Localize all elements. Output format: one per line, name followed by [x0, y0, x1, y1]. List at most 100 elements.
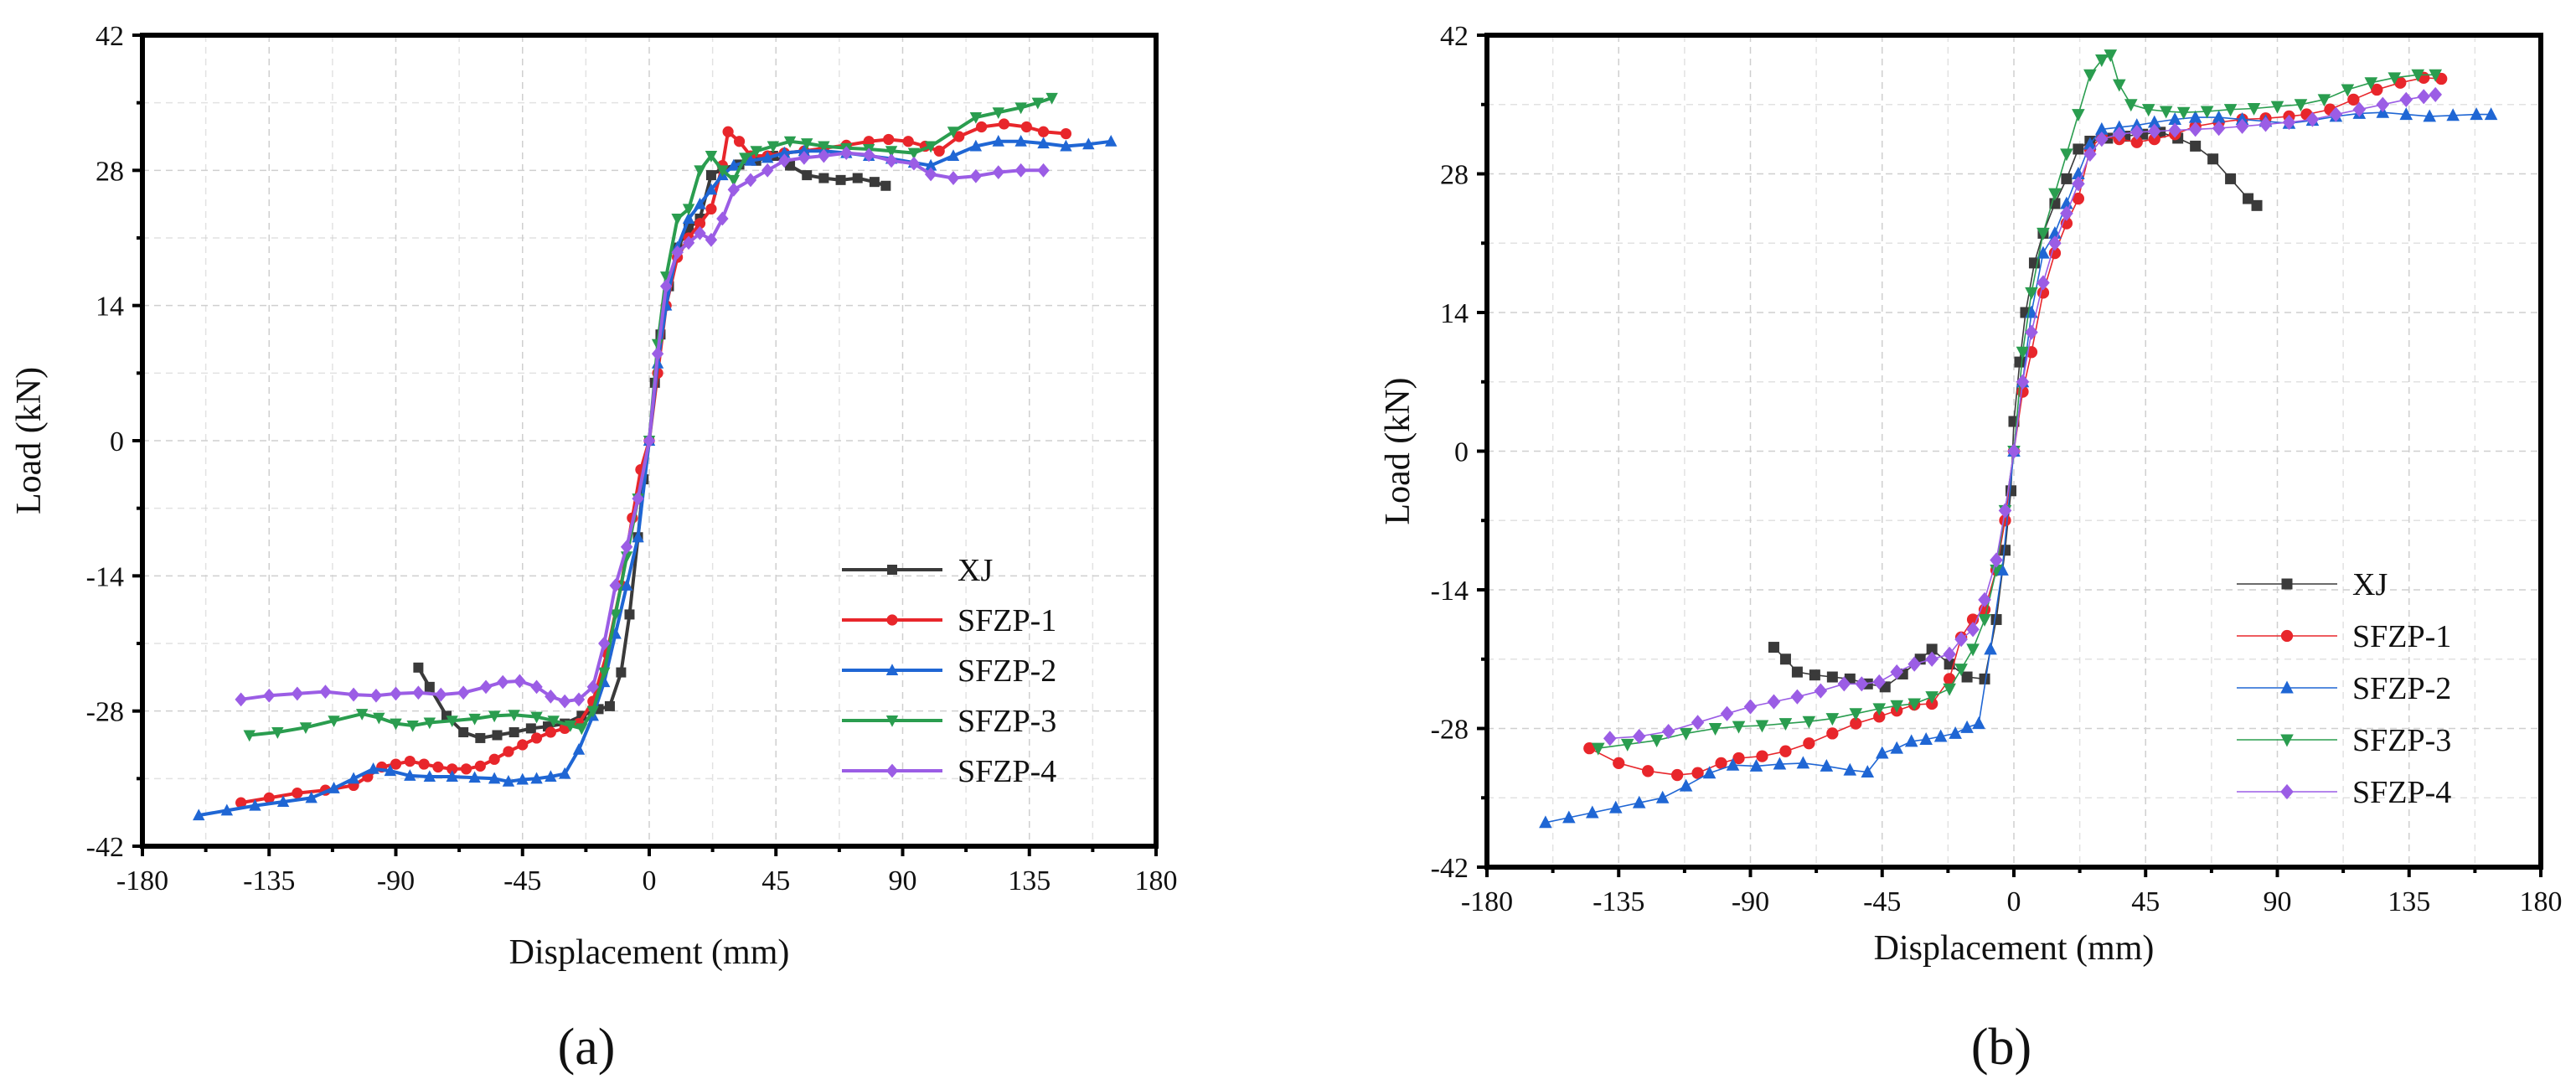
y-tick-label: 42 — [96, 21, 124, 52]
data-point — [530, 732, 543, 744]
data-point — [1755, 720, 1769, 733]
data-point — [1919, 732, 1933, 746]
data-point — [1691, 715, 1705, 731]
data-point — [1843, 762, 1857, 776]
data-point — [435, 687, 447, 702]
legend-item: SFZP-4 — [842, 754, 1056, 789]
data-point — [479, 679, 493, 695]
data-point — [1999, 514, 2011, 527]
data-point — [1020, 121, 1032, 133]
data-point — [1060, 127, 1072, 140]
data-point — [976, 121, 988, 133]
data-point — [576, 723, 588, 736]
data-point — [468, 713, 481, 726]
data-point — [468, 771, 481, 783]
y-tick-label: -28 — [86, 697, 124, 728]
data-point — [1954, 632, 1968, 648]
data-point — [2429, 69, 2442, 82]
y-tick-label: 0 — [1454, 437, 1469, 468]
data-point — [545, 726, 556, 738]
data-point — [1826, 671, 1838, 683]
data-point — [1972, 716, 1985, 730]
data-point — [390, 718, 402, 731]
data-point — [2083, 137, 2097, 150]
data-point — [694, 197, 706, 209]
data-point — [1861, 765, 1875, 778]
series-line — [1609, 94, 2436, 740]
data-point — [885, 146, 898, 158]
x-tick-label: 45 — [2131, 886, 2160, 917]
x-tick-label: 0 — [2007, 886, 2021, 917]
data-point — [1925, 651, 1938, 667]
data-point — [446, 715, 458, 727]
y-tick-label: -14 — [1431, 576, 1469, 607]
data-point — [924, 167, 937, 182]
series-sfzp-1 — [235, 118, 1072, 808]
data-point — [347, 772, 360, 784]
data-point — [1539, 815, 1552, 829]
data-point — [643, 433, 656, 448]
data-point — [1715, 757, 1727, 770]
data-point — [2235, 118, 2249, 134]
data-point — [516, 772, 529, 785]
data-point — [2025, 324, 2038, 340]
x-axis-title: Displacement (mm) — [509, 933, 790, 972]
data-point — [1825, 713, 1840, 726]
data-point — [328, 715, 340, 727]
data-point — [2212, 110, 2226, 123]
data-point — [2113, 127, 2126, 142]
data-point — [1826, 727, 1839, 740]
x-tick-label: -90 — [377, 865, 415, 896]
data-point — [2190, 140, 2202, 152]
data-point — [193, 808, 205, 821]
data-point — [291, 686, 304, 701]
data-point — [2159, 106, 2173, 119]
data-point — [2113, 120, 2126, 133]
series-line — [240, 151, 1044, 704]
data-point — [347, 687, 360, 702]
data-point — [263, 792, 275, 803]
data-point — [1773, 757, 1787, 770]
legend-swatch-marker — [2281, 578, 2293, 590]
y-tick-label: 42 — [1440, 21, 1469, 52]
series-line — [1545, 111, 2491, 824]
data-point — [545, 689, 557, 704]
data-point — [902, 136, 914, 147]
data-point — [1082, 137, 1095, 150]
data-point — [1949, 726, 1962, 739]
data-point — [1925, 691, 1938, 705]
data-point — [1642, 765, 1655, 777]
data-point — [1014, 102, 1027, 115]
data-point — [2429, 86, 2442, 103]
data-point — [1743, 699, 1758, 715]
x-tick-label: -180 — [1461, 886, 1513, 917]
legend-item: XJ — [842, 553, 993, 588]
data-point — [716, 211, 729, 226]
data-point — [1613, 757, 1625, 770]
data-point — [761, 163, 774, 178]
y-tick-label: -28 — [1431, 715, 1469, 746]
data-point — [1875, 746, 1889, 759]
data-point — [705, 151, 718, 163]
data-point — [651, 346, 664, 361]
data-point — [2141, 104, 2155, 117]
data-point — [767, 141, 780, 153]
x-tick-label: 90 — [889, 865, 917, 896]
data-point — [798, 144, 811, 157]
data-point — [739, 152, 751, 165]
data-point — [384, 764, 396, 777]
data-point — [2037, 275, 2050, 291]
data-point — [1779, 745, 1792, 757]
data-point — [716, 165, 729, 178]
data-point — [2207, 153, 2219, 165]
data-point — [508, 727, 519, 738]
data-point — [1037, 137, 1050, 149]
legend-item: XJ — [2237, 567, 2388, 602]
data-point — [530, 711, 543, 724]
legend-swatch-marker — [887, 565, 897, 575]
data-point — [818, 141, 830, 153]
legend-swatch-marker — [2280, 680, 2294, 694]
data-point — [869, 177, 880, 188]
legend-swatch-marker — [885, 715, 899, 727]
data-point — [883, 133, 895, 146]
